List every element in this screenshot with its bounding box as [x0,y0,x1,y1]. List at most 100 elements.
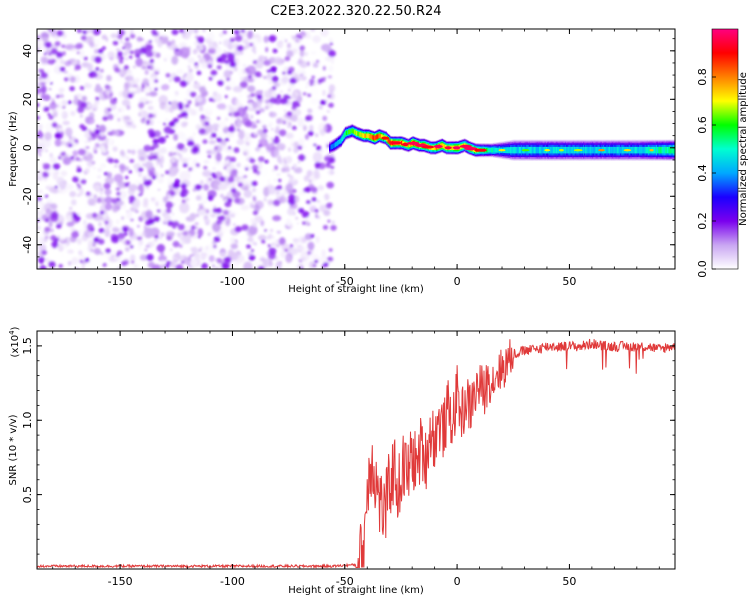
spectrogram-cell [297,161,301,164]
spectrogram-cell [328,84,336,93]
spectrogram-cell [50,48,58,55]
spectrogram-cell [218,32,224,38]
spectrogram-cell [237,170,243,177]
spectrogram-cell [156,244,166,253]
spectrogram-cell [37,123,43,130]
spectrogram-cell [193,81,201,90]
spectrogram-cell [72,32,76,36]
spectrogram-cell [79,114,83,118]
spectrogram-cell [93,184,101,191]
spectrogram-peak [407,141,420,145]
spectrogram-cell [112,205,118,213]
spectrogram-cell [246,228,255,238]
spectrogram-cell [243,189,252,198]
spectrogram-cell [331,144,333,149]
spectrogram-cell [230,111,235,118]
spectrogram-cell [267,179,271,183]
spectrogram-cell [74,43,81,50]
spectrogram-cell [329,42,333,46]
spectrogram-cell [330,145,332,150]
spectrogram-cell [157,188,161,191]
spectrogram-cell [158,95,168,105]
spectrogram-cell [262,118,271,127]
spectrogram-cell [298,207,304,214]
spectrogram-cell [234,34,243,42]
spectrogram-cell [174,178,181,184]
spectrogram-cell [326,181,335,189]
spectrogram-cell [37,131,44,139]
spectrogram-cell [273,241,280,245]
spectrogram-cell [216,57,223,63]
spectrogram-cell [320,100,327,105]
spectrogram-cell [670,146,673,154]
spectrogram-cell [171,162,179,168]
spectrogram-cell [563,146,566,154]
spectrogram-cell [60,59,65,65]
spectrogram-cell [267,73,271,78]
spectrogram-cell [387,138,390,143]
spectrogram-cell [40,192,46,198]
spectrogram-cell [136,236,143,241]
spectrogram-cell [313,143,317,147]
spectrogram-cell [118,29,126,36]
spectrogram-cell [61,189,69,196]
spectrogram-cell [172,89,177,93]
spectrogram-cell [80,139,83,143]
spectrogram-cell [145,210,153,219]
spectrogram-cell [248,75,252,79]
spectrogram-cell [242,69,245,72]
spectrogram-peak [464,147,478,151]
spectrogram-cell [245,141,250,146]
spectrogram-cell [76,29,82,33]
spectrogram-cell [330,224,337,231]
spectrogram-cell [263,197,267,202]
spectrogram-cell [451,145,454,150]
spectrogram-cell [54,41,61,47]
spectrogram-cell [254,200,264,210]
spectrogram-cell [117,106,125,113]
spectrogram-cell [230,187,237,193]
spectrogram-cell [116,254,120,257]
spectrogram-cell [280,97,288,105]
spectrogram-cell [254,96,257,101]
spectrogram-cell [194,222,199,226]
spectrogram-cell [137,225,140,228]
spectrogram-cell [291,125,297,131]
spectrogram-cell [198,209,206,216]
spectrogram-noise-layer [37,29,337,269]
spectrogram-cell [209,30,214,36]
spectrogram-cell [667,146,669,154]
spectrogram-cell [171,55,179,65]
spectrogram-cell [180,175,183,179]
spectrogram-cell [278,129,287,137]
spectrogram-cell [368,133,371,139]
spectrogram-cell [56,210,60,214]
spectrogram-cell [203,159,210,164]
spectrogram-cell [285,132,294,139]
spectrogram-cell [76,238,82,245]
spectrogram-cell [94,150,98,154]
spectrogram-cell [59,94,64,98]
spectrogram-cell [210,213,216,218]
spectrogram-cell [187,57,195,64]
spectrogram-cell [267,199,274,206]
spectrogram-cell [340,138,342,143]
spectrogram-cell [242,233,249,241]
spectrogram-cell [134,179,141,185]
spectrogram-cell [139,156,145,160]
spectrogram-cell [134,77,140,83]
spectrogram-cell [513,146,515,154]
spectrogram-cell [45,149,48,153]
spectrogram-cell [130,239,138,246]
spectrogram-cell [192,132,196,136]
snr-ticks: -150 -100 -50 0 50 0.5 1.0 1.5 [21,331,675,588]
spectrogram-cell [185,29,194,35]
spectrogram-cell [497,147,500,153]
spectrogram-cell [400,140,403,146]
spectrogram-cell [44,41,52,49]
spectrogram-cell [517,146,520,154]
spectrogram-cell [131,149,136,155]
spectrogram-cell [236,117,241,123]
spectrogram-cell [58,156,62,160]
spectrogram-cell [229,37,235,43]
